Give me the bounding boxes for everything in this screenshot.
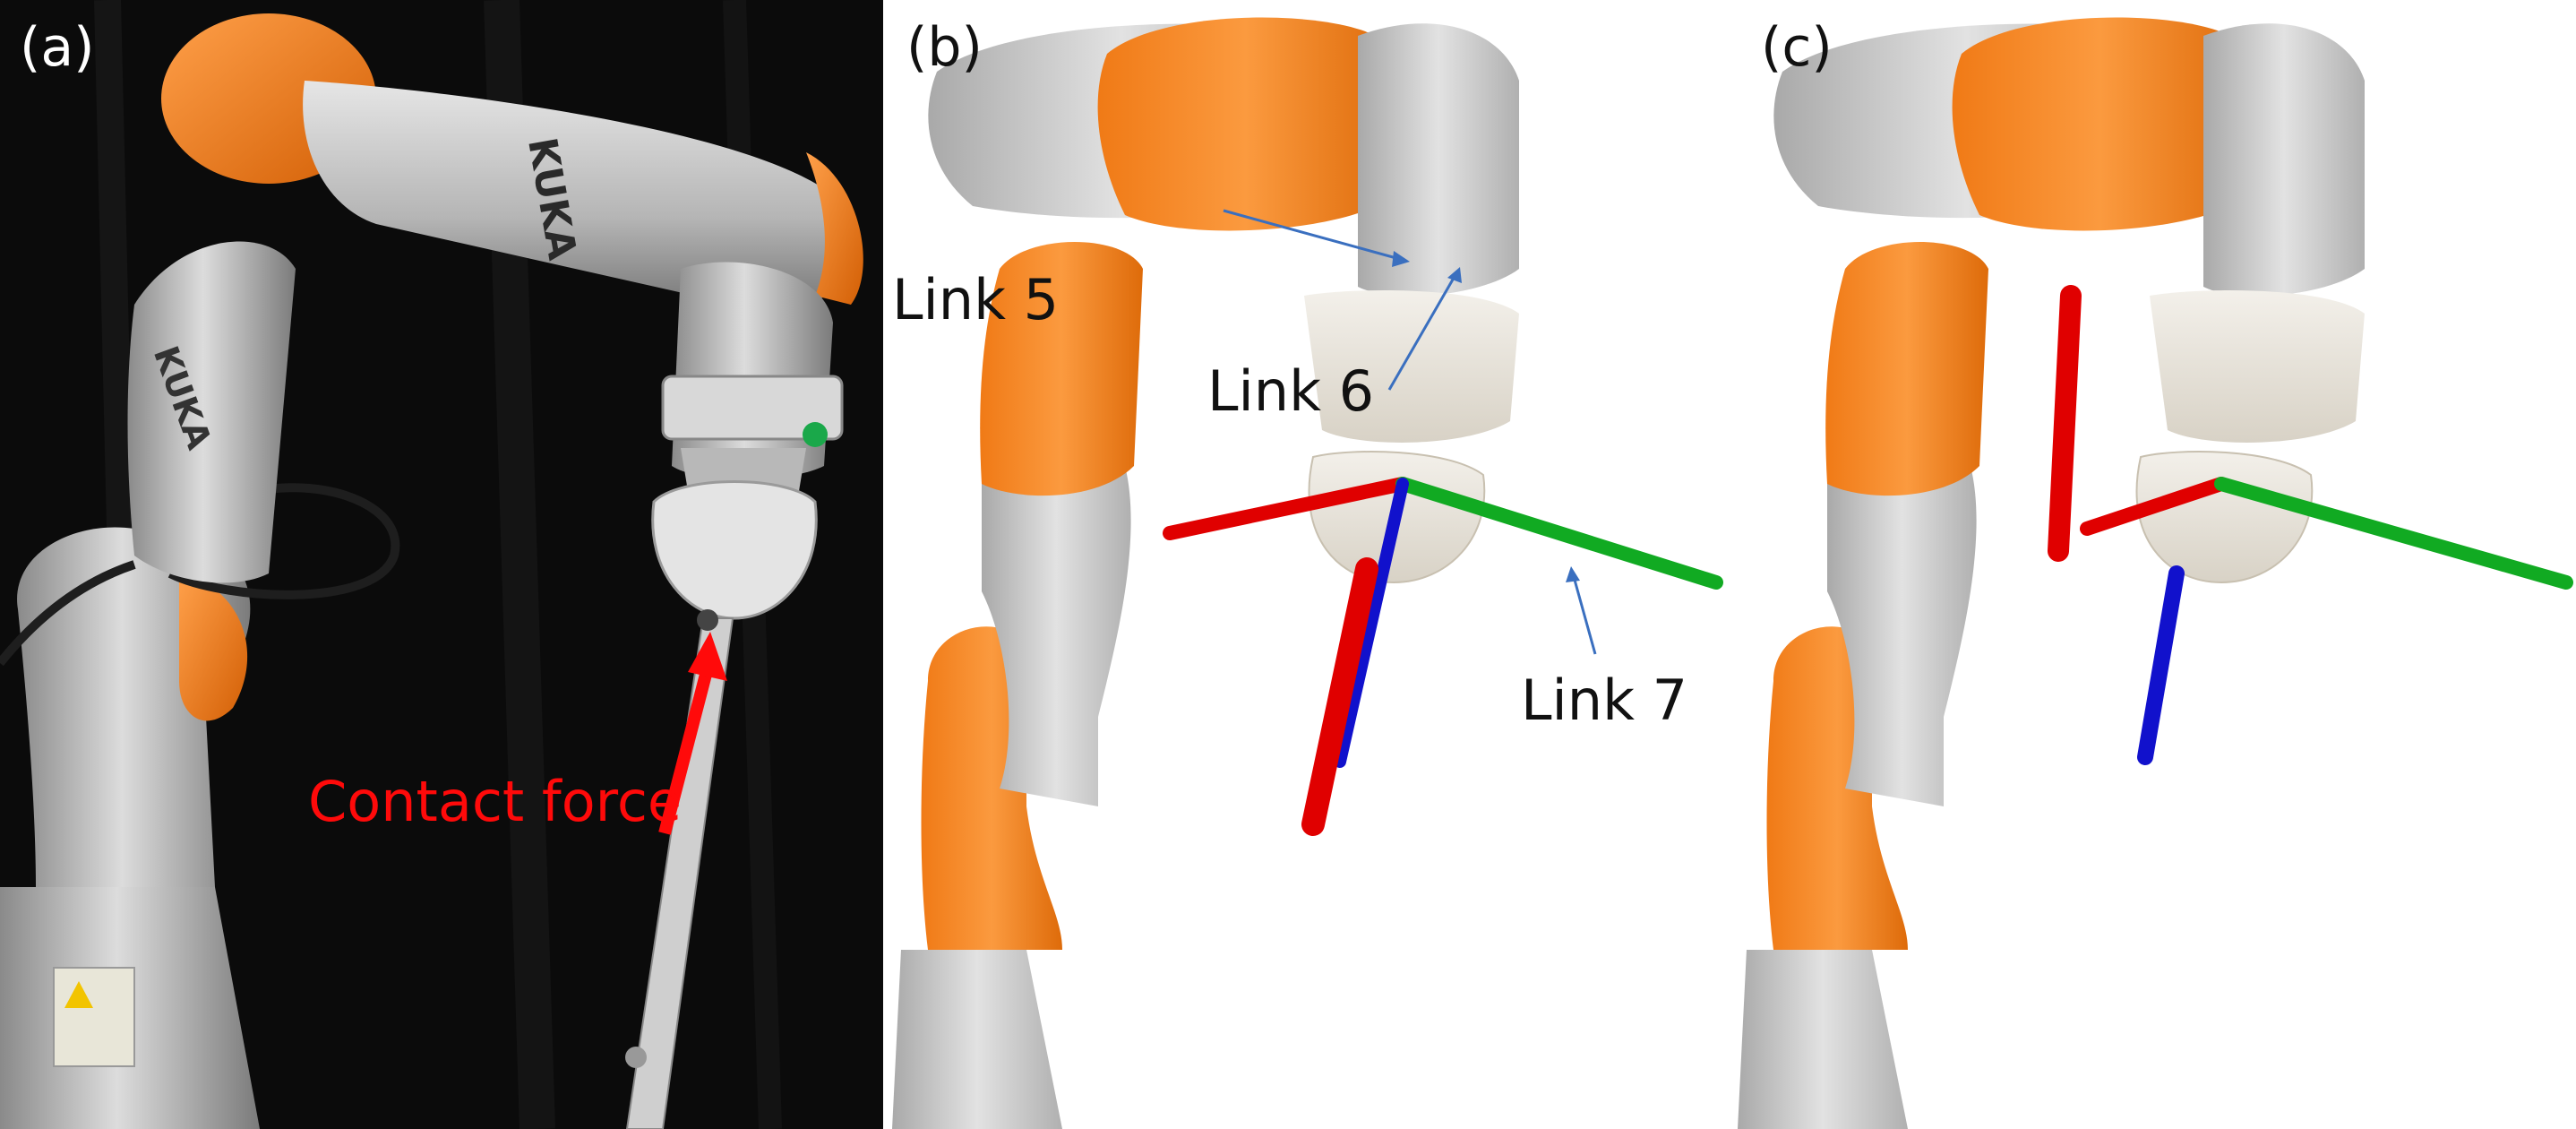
link-7-c (2135, 451, 2314, 584)
force-arrow-shaft (658, 666, 714, 835)
leader-link5 (1223, 209, 1404, 262)
panel-c-label: (c) (1761, 16, 1833, 79)
link-6-label: Link 6 (1207, 358, 1375, 424)
base-c (1738, 950, 1908, 1129)
leader-link7 (1571, 573, 1597, 655)
panel-c-render: (c) (1738, 0, 2576, 1129)
end-effector (651, 480, 818, 620)
link-7-label: Link 7 (1521, 668, 1688, 733)
link-4-c (1825, 242, 1988, 496)
link-6-c (2203, 23, 2365, 297)
panel-a-label: (a) (20, 16, 95, 79)
forearm (303, 81, 857, 310)
robot-render-b (892, 17, 1723, 1129)
link-5-b (1097, 17, 1394, 231)
z-axis-b (1334, 478, 1409, 768)
y-axis-b (1395, 477, 1723, 590)
link-5-c (1952, 17, 2248, 231)
link-bottom-b (921, 626, 1062, 950)
contact-force-label: Contact force (308, 769, 683, 834)
link-4-b (980, 242, 1143, 496)
leader-link6 (1387, 272, 1458, 391)
warning-labels (53, 967, 135, 1067)
wrist-b (1304, 290, 1519, 443)
x-axis-b (1163, 477, 1410, 540)
wrist (672, 262, 833, 479)
link-bottom-c (1766, 626, 1908, 950)
link-5-label: Link 5 (892, 267, 1060, 332)
upper-arm (127, 241, 296, 583)
panel-b-label: (b) (906, 16, 983, 79)
link-mid-b (982, 448, 1131, 806)
x-axis-c (2080, 477, 2228, 536)
panel-b-render: (b) Link 5 Link 6 Link 7 (892, 0, 1734, 1129)
z-axis-c (2137, 565, 2185, 765)
base-b (892, 950, 1062, 1129)
rod (625, 617, 734, 1129)
robot-photo-illustration: KUKA KUKA (0, 0, 883, 1129)
orange-joint-lower (179, 573, 248, 721)
y-axis-c (2214, 477, 2573, 590)
panel-a-photo: KUKA KUKA (a) Contact force (0, 0, 883, 1129)
robot-render-c (1738, 17, 2573, 1129)
link-mid-c (1827, 448, 1977, 806)
force-vector-b (1301, 557, 1378, 836)
force-vector-c (2048, 285, 2082, 562)
green-button (803, 422, 828, 447)
link-6-b (1358, 23, 1519, 297)
force-arrow-head (688, 632, 727, 681)
wrist-c (2150, 290, 2365, 443)
